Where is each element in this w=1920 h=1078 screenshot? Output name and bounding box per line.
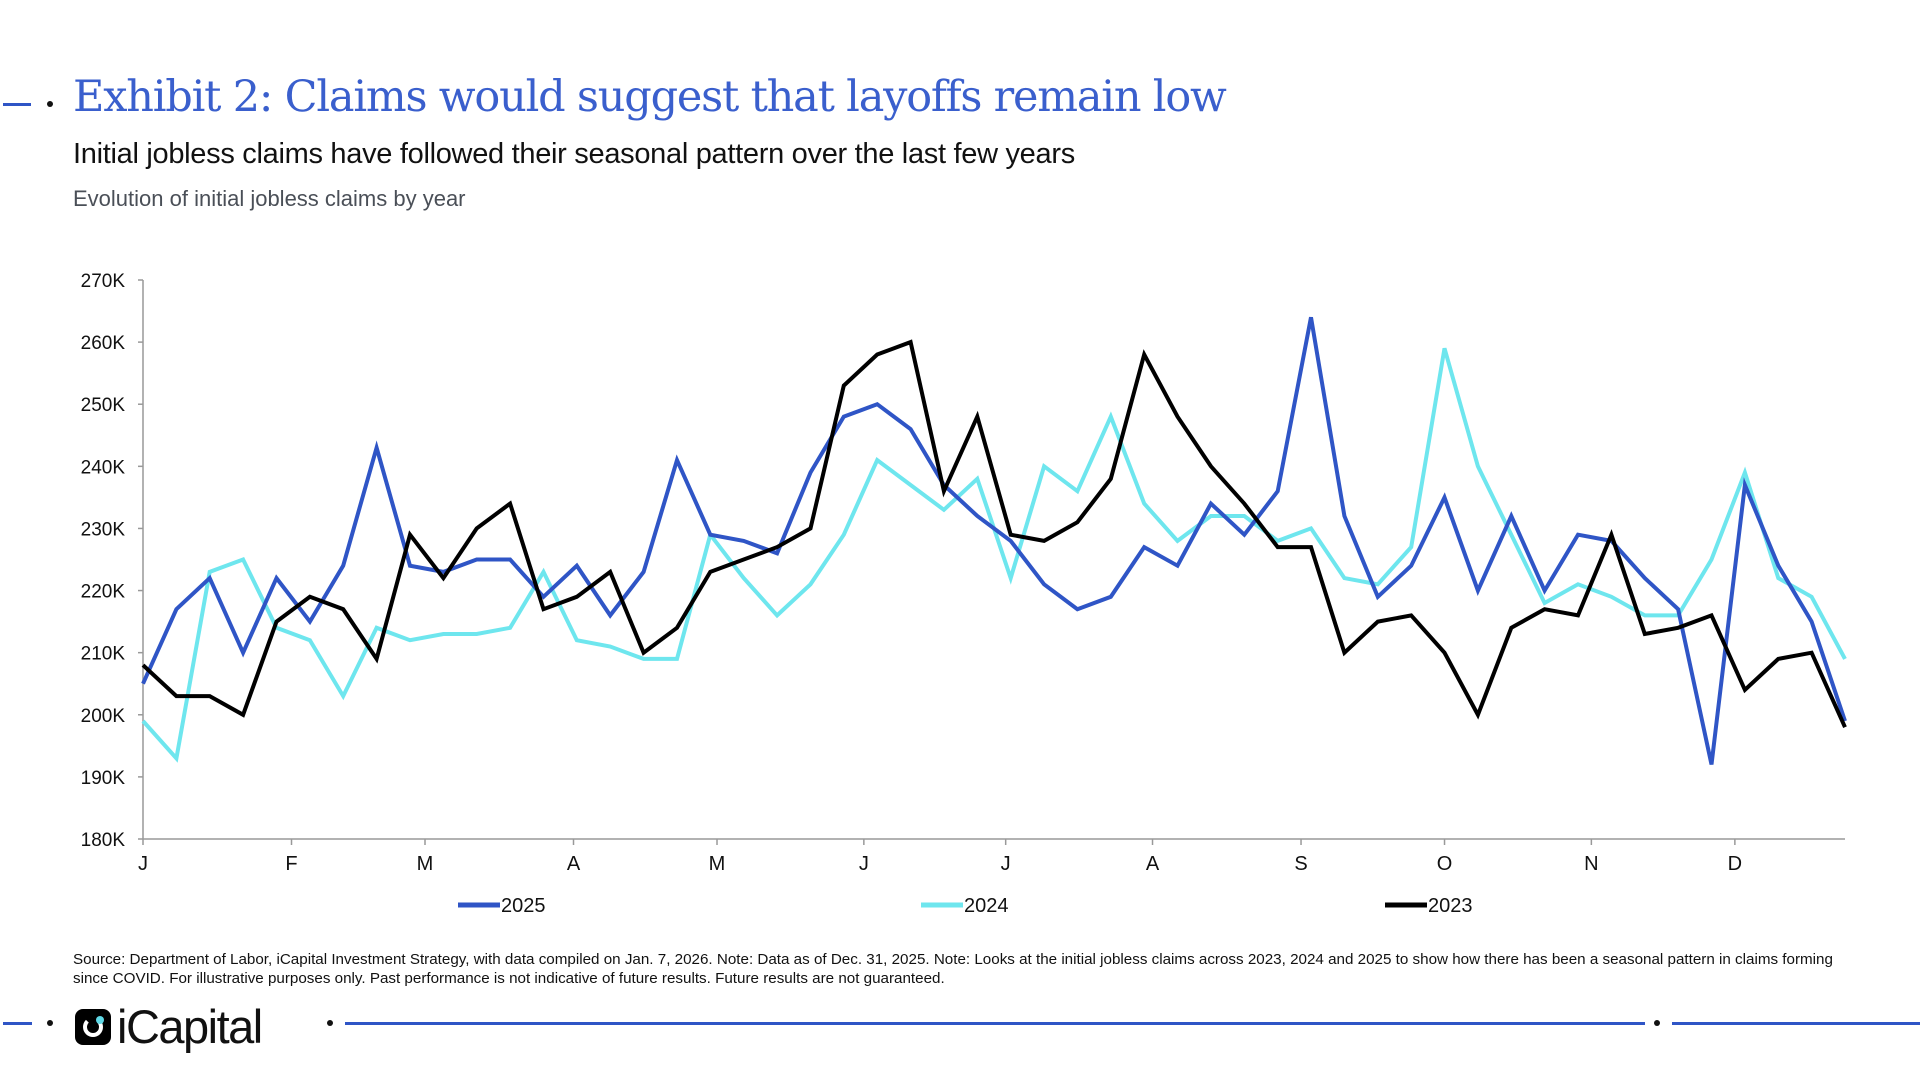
legend-label-2024: 2024 xyxy=(964,895,1009,917)
x-tick-label: F xyxy=(285,853,297,875)
legend-label-2025: 2025 xyxy=(501,895,546,917)
series-line-2024 xyxy=(141,347,1847,763)
series-line-2025 xyxy=(141,316,1847,765)
footer-dot-mid xyxy=(327,1020,333,1026)
title-accent-dash xyxy=(3,103,31,106)
x-tick-label: J xyxy=(1001,853,1011,875)
x-tick-label: M xyxy=(709,853,726,875)
page-title: Exhibit 2: Claims would suggest that lay… xyxy=(73,72,1227,122)
footer-accent-dash xyxy=(3,1022,32,1025)
x-tick-label: A xyxy=(1146,853,1160,875)
x-tick-label: D xyxy=(1728,853,1742,875)
footer-dot-right xyxy=(1654,1020,1660,1026)
y-tick-label: 230K xyxy=(81,519,126,540)
title-accent-dot xyxy=(47,101,53,107)
x-tick-label: J xyxy=(138,853,148,875)
footer-rule-right xyxy=(1672,1022,1920,1025)
chart-description: Evolution of initial jobless claims by y… xyxy=(73,186,466,211)
legend-label-2023: 2023 xyxy=(1428,895,1473,917)
y-tick-label: 210K xyxy=(81,644,126,665)
x-tick-label: N xyxy=(1584,853,1598,875)
y-tick-label: 190K xyxy=(81,768,126,789)
y-tick-label: 180K xyxy=(81,830,126,851)
x-tick-label: A xyxy=(567,853,581,875)
page-subtitle: Initial jobless claims have followed the… xyxy=(73,138,1075,170)
footer-rule-left xyxy=(345,1022,1645,1025)
icapital-logo-icon xyxy=(75,1008,111,1045)
x-tick-label: S xyxy=(1294,853,1307,875)
icapital-logo: iCapital xyxy=(75,1000,263,1053)
y-tick-label: 200K xyxy=(81,706,126,727)
x-tick-label: M xyxy=(417,853,434,875)
y-tick-label: 270K xyxy=(81,271,126,292)
y-tick-label: 250K xyxy=(81,395,126,416)
footer-dot-left xyxy=(47,1020,53,1026)
series-line-2023 xyxy=(141,339,1847,729)
logo-text: iCapital xyxy=(117,1000,263,1053)
y-tick-label: 220K xyxy=(81,582,126,603)
line-chart: 180K 190K 200K 210K 220K 230K 240K 250K 260K 270K… xyxy=(81,271,1847,917)
source-footnote: Source: Department of Labor, iCapital In… xyxy=(73,951,1833,987)
y-tick-label: 240K xyxy=(81,457,126,478)
x-tick-label: O xyxy=(1437,853,1453,875)
x-tick-label: J xyxy=(859,853,869,875)
y-tick-label: 260K xyxy=(81,333,126,354)
